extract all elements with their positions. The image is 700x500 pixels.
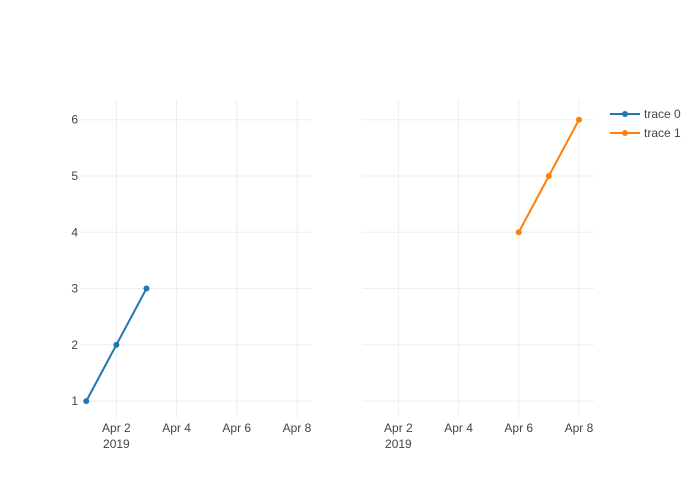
legend-swatch-marker[interactable]: [622, 111, 628, 117]
x-tick-label: Apr 6: [222, 421, 251, 435]
data-point: [113, 341, 120, 348]
grid-layer: [80, 100, 594, 418]
legend-entry-label[interactable]: trace 0: [644, 107, 681, 121]
x-tick-label: Apr 6: [504, 421, 533, 435]
y-tick-label: 6: [71, 113, 78, 127]
y-tick-label: 5: [71, 169, 78, 183]
tick-layer: Apr 2 2019 Apr 4 Apr 6 Apr 8 1 2 3 4 5 6 Apr 2 2019 A…: [71, 113, 593, 451]
data-point: [545, 172, 552, 179]
y-tick-label: 4: [71, 225, 78, 239]
legend-entry-label[interactable]: trace 1: [644, 126, 681, 140]
data-point: [515, 229, 522, 236]
x-tick-label: Apr 4: [444, 421, 473, 435]
data-point: [83, 398, 90, 405]
series-layer: [83, 116, 582, 405]
y-tick-label: 2: [71, 338, 78, 352]
x-tick-label: Apr 2: [384, 421, 413, 435]
data-point: [143, 285, 150, 292]
x-tick-label: Apr 2: [102, 421, 131, 435]
y-tick-label: 3: [71, 282, 78, 296]
y-tick-label: 1: [71, 394, 78, 408]
legend-swatch-marker[interactable]: [622, 130, 628, 136]
x-tick-label: Apr 8: [283, 421, 312, 435]
data-point: [575, 116, 582, 123]
x-tick-sublabel: 2019: [103, 437, 130, 451]
x-tick-label: Apr 8: [565, 421, 594, 435]
x-tick-sublabel: 2019: [385, 437, 412, 451]
legend[interactable]: trace 0 trace 1: [610, 107, 681, 140]
x-tick-label: Apr 4: [162, 421, 191, 435]
